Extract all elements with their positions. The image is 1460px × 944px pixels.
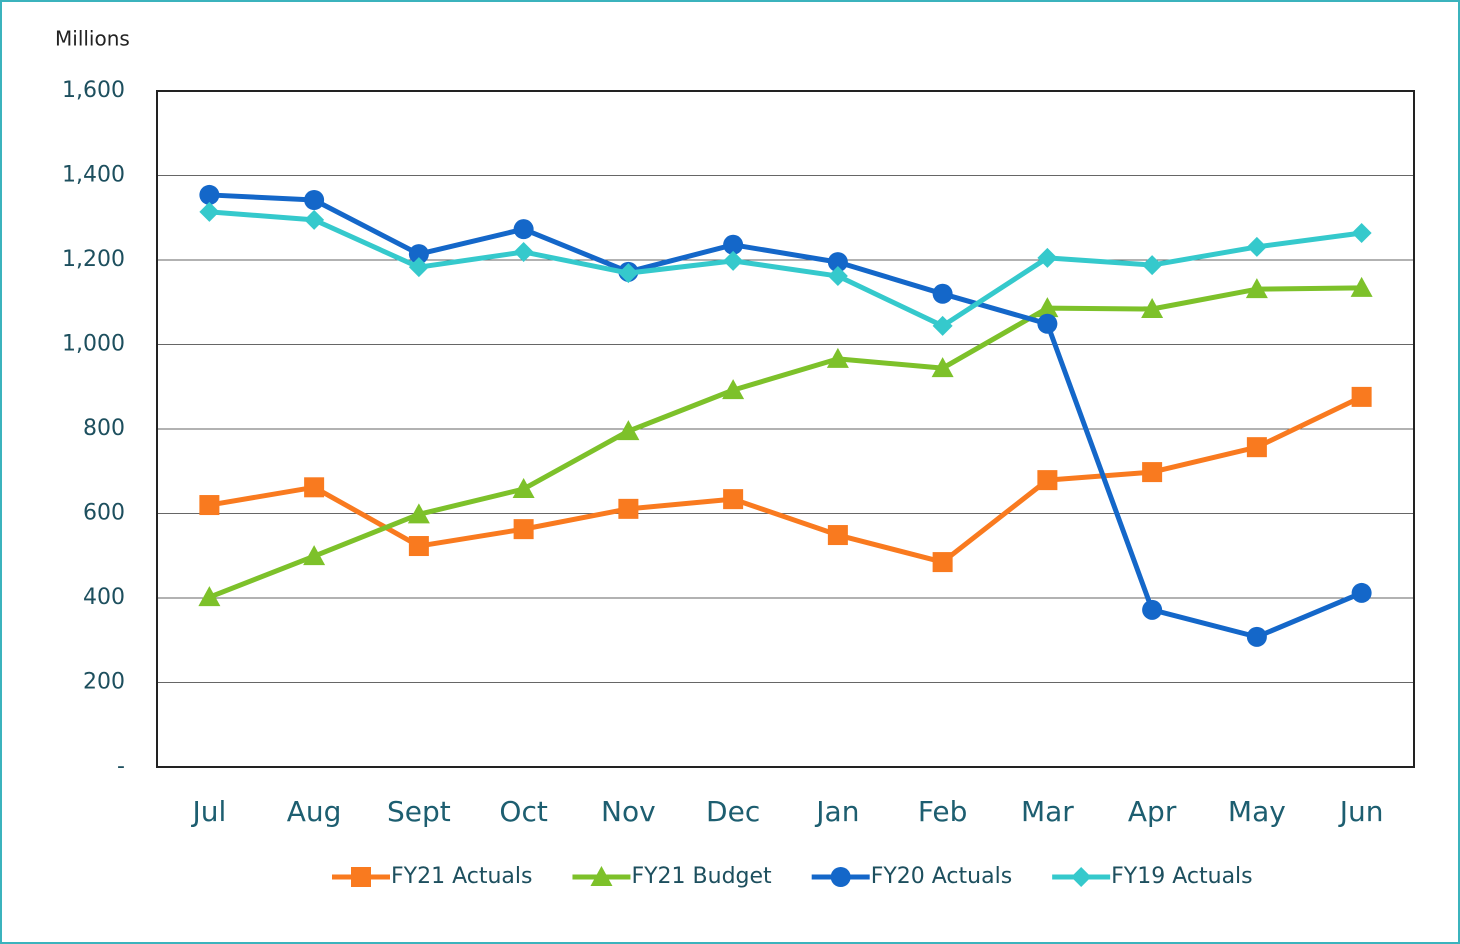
marker — [514, 519, 534, 539]
marker — [1352, 583, 1372, 603]
legend-label: FY20 Actuals — [871, 864, 1012, 889]
x-tick-label: Aug — [287, 795, 342, 828]
x-tick-label: Jun — [1338, 795, 1384, 828]
x-tick-label: Nov — [601, 795, 656, 828]
marker — [1037, 314, 1057, 334]
marker — [1142, 600, 1162, 620]
x-tick-label: Oct — [499, 795, 547, 828]
x-tick-label: Apr — [1128, 795, 1177, 828]
y-tick-label: 400 — [83, 585, 125, 610]
legend-label: FY21 Budget — [631, 864, 772, 889]
y-tick-label: 600 — [83, 501, 125, 526]
marker — [1247, 437, 1267, 457]
x-tick-label: Dec — [706, 795, 760, 828]
legend-marker — [351, 867, 371, 887]
x-tick-label: Feb — [918, 795, 968, 828]
marker — [618, 499, 638, 519]
x-tick-label: Jul — [190, 795, 226, 828]
marker — [723, 489, 743, 509]
x-tick-label: Mar — [1021, 795, 1074, 828]
marker — [828, 525, 848, 545]
y-tick-label: 800 — [83, 416, 125, 441]
x-tick-label: Jan — [814, 795, 859, 828]
chart: Millions - 200 400 600 800 1,000 1,200 1,400 1,6… — [0, 0, 1460, 944]
marker — [304, 190, 324, 210]
marker — [1247, 627, 1267, 647]
y-tick-label: 200 — [83, 670, 125, 695]
legend-label: FY21 Actuals — [391, 864, 532, 889]
legend-marker — [831, 867, 851, 887]
marker — [933, 284, 953, 304]
y-tick-label: 1,600 — [62, 78, 125, 103]
page: Millions - 200 400 600 800 1,000 1,200 1,400 1,6… — [0, 0, 1460, 944]
marker — [1142, 462, 1162, 482]
marker — [1352, 387, 1372, 407]
y-tick-label: 1,400 — [62, 163, 125, 188]
y-tick-label: 1,000 — [62, 332, 125, 357]
marker — [1037, 470, 1057, 490]
y-tick-label: - — [117, 754, 125, 779]
y-axis-label: Millions — [55, 27, 130, 51]
legend-label: FY19 Actuals — [1111, 864, 1252, 889]
x-tick-label: Sept — [387, 795, 451, 828]
marker — [304, 477, 324, 497]
marker — [514, 219, 534, 239]
marker — [933, 552, 953, 572]
marker — [409, 536, 429, 556]
y-tick-label: 1,200 — [62, 247, 125, 272]
marker — [199, 495, 219, 515]
x-tick-label: May — [1228, 795, 1286, 828]
